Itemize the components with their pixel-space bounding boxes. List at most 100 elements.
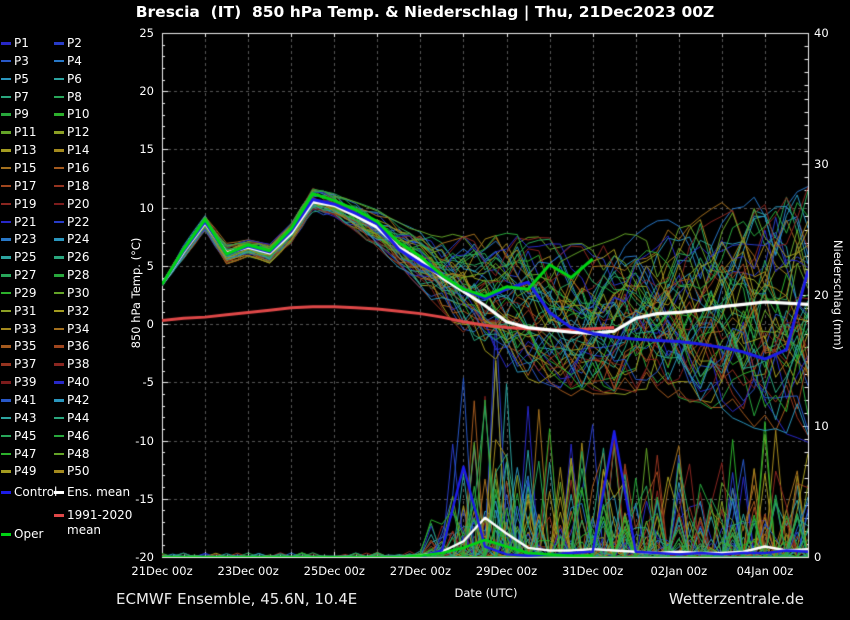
legend-swatch xyxy=(1,77,11,81)
legend-swatch xyxy=(1,149,11,152)
legend-label: P9 xyxy=(14,107,29,122)
temp-tick-10: 10 xyxy=(139,200,154,215)
legend-swatch xyxy=(54,514,64,517)
legend-swatch xyxy=(1,363,11,366)
legend-swatch xyxy=(1,416,11,420)
legend-swatch xyxy=(54,42,64,45)
legend-swatch xyxy=(1,256,11,259)
legend-label: P10 xyxy=(67,107,90,122)
date-tick-6: 02Jan 00z xyxy=(650,564,708,578)
legend-swatch xyxy=(1,452,11,456)
date-tick-4: 29Dec 00z xyxy=(475,564,538,578)
legend-swatch xyxy=(54,184,64,188)
legend-swatch xyxy=(54,470,64,473)
legend-label: P6 xyxy=(67,71,82,86)
legend-label: P8 xyxy=(67,89,82,104)
precip-tick-40: 40 xyxy=(814,26,829,40)
legend-label: Ens. mean xyxy=(67,485,131,499)
legend-swatch xyxy=(1,95,11,99)
legend-label: P38 xyxy=(67,357,90,372)
date-tick-2: 25Dec 00z xyxy=(303,564,365,578)
temp-tick--15: -15 xyxy=(135,491,154,506)
legend-swatch xyxy=(54,59,64,63)
temp-tick--10: -10 xyxy=(135,433,154,448)
legend-swatch xyxy=(54,202,64,206)
legend-swatch xyxy=(1,184,11,188)
legend-label: P15 xyxy=(14,160,37,175)
legend-label: P34 xyxy=(67,321,90,336)
legend-swatch xyxy=(1,309,11,313)
legend-label: P25 xyxy=(14,250,37,265)
legend-label: P4 xyxy=(67,53,82,68)
legend-swatch xyxy=(1,381,11,384)
legend-label: P33 xyxy=(14,321,37,336)
legend-swatch xyxy=(54,327,64,331)
legend-swatch xyxy=(1,202,11,206)
precip-tick-0: 0 xyxy=(814,550,822,564)
legend-label: P42 xyxy=(67,393,90,407)
date-tick-5: 31Dec 00z xyxy=(562,564,624,578)
temp-tick--5: -5 xyxy=(142,375,154,390)
legend-label: P46 xyxy=(67,428,90,443)
legend-label: P37 xyxy=(14,357,37,372)
legend-label: P11 xyxy=(14,125,37,140)
legend-label: P48 xyxy=(67,446,90,461)
temp-tick-5: 5 xyxy=(146,258,154,273)
legend-label: P23 xyxy=(14,232,37,247)
legend-label: P29 xyxy=(14,285,37,300)
temp-tick-0: 0 xyxy=(146,317,154,332)
legend-label: P47 xyxy=(14,446,37,461)
legend-label: P32 xyxy=(67,303,90,318)
date-tick-7: 04Jan 00z xyxy=(736,564,794,578)
legend-swatch xyxy=(54,113,64,116)
legend-label: P44 xyxy=(67,410,90,425)
legend-label: P5 xyxy=(14,71,29,86)
legend-label: P35 xyxy=(14,339,37,354)
legend-swatch xyxy=(54,309,64,313)
legend-label: P12 xyxy=(67,125,90,140)
legend-swatch xyxy=(54,363,64,366)
legend-label: P30 xyxy=(67,285,90,300)
legend-swatch xyxy=(54,399,64,402)
legend-swatch xyxy=(1,399,11,402)
legend-swatch xyxy=(54,491,64,494)
legend-swatch xyxy=(1,327,11,331)
legend-label: P41 xyxy=(14,393,37,407)
legend-swatch xyxy=(1,533,11,536)
legend-label: P16 xyxy=(67,160,90,175)
legend-label: P31 xyxy=(14,303,37,318)
temp-tick-25: 25 xyxy=(139,26,154,40)
legend-swatch xyxy=(1,113,11,116)
precip-tick-30: 30 xyxy=(814,157,829,171)
legend-label: P14 xyxy=(67,143,90,158)
legend-label: P18 xyxy=(67,178,90,193)
legend-label: P26 xyxy=(67,250,90,265)
legend-label: P39 xyxy=(14,375,37,390)
legend-label: P50 xyxy=(67,464,90,479)
legend-swatch xyxy=(1,42,11,45)
legend-label: P28 xyxy=(67,268,90,283)
date-tick-3: 27Dec 00z xyxy=(389,564,451,578)
legend-swatch xyxy=(54,166,64,170)
legend-swatch xyxy=(54,452,64,456)
footer-brand: Wetterzentrale.de xyxy=(668,590,804,608)
date-tick-0: 21Dec 00z xyxy=(131,564,193,578)
legend-label: P21 xyxy=(14,214,37,229)
legend-swatch xyxy=(54,381,64,384)
x-axis-label: Date (UTC) xyxy=(454,586,518,600)
temp-tick-15: 15 xyxy=(139,142,154,157)
legend-swatch xyxy=(54,256,64,259)
legend-swatch xyxy=(1,470,11,473)
legend-label: P1 xyxy=(14,36,29,50)
legend-label: Oper xyxy=(14,527,44,541)
legend-swatch xyxy=(1,434,11,438)
legend-swatch xyxy=(54,416,64,420)
legend-label: P40 xyxy=(67,375,90,390)
legend-swatch xyxy=(1,220,11,223)
precip-tick-20: 20 xyxy=(814,288,829,302)
legend-swatch xyxy=(1,238,11,241)
legend-swatch xyxy=(1,491,11,494)
footer-model-info: ECMWF Ensemble, 45.6N, 10.4E xyxy=(116,590,358,608)
